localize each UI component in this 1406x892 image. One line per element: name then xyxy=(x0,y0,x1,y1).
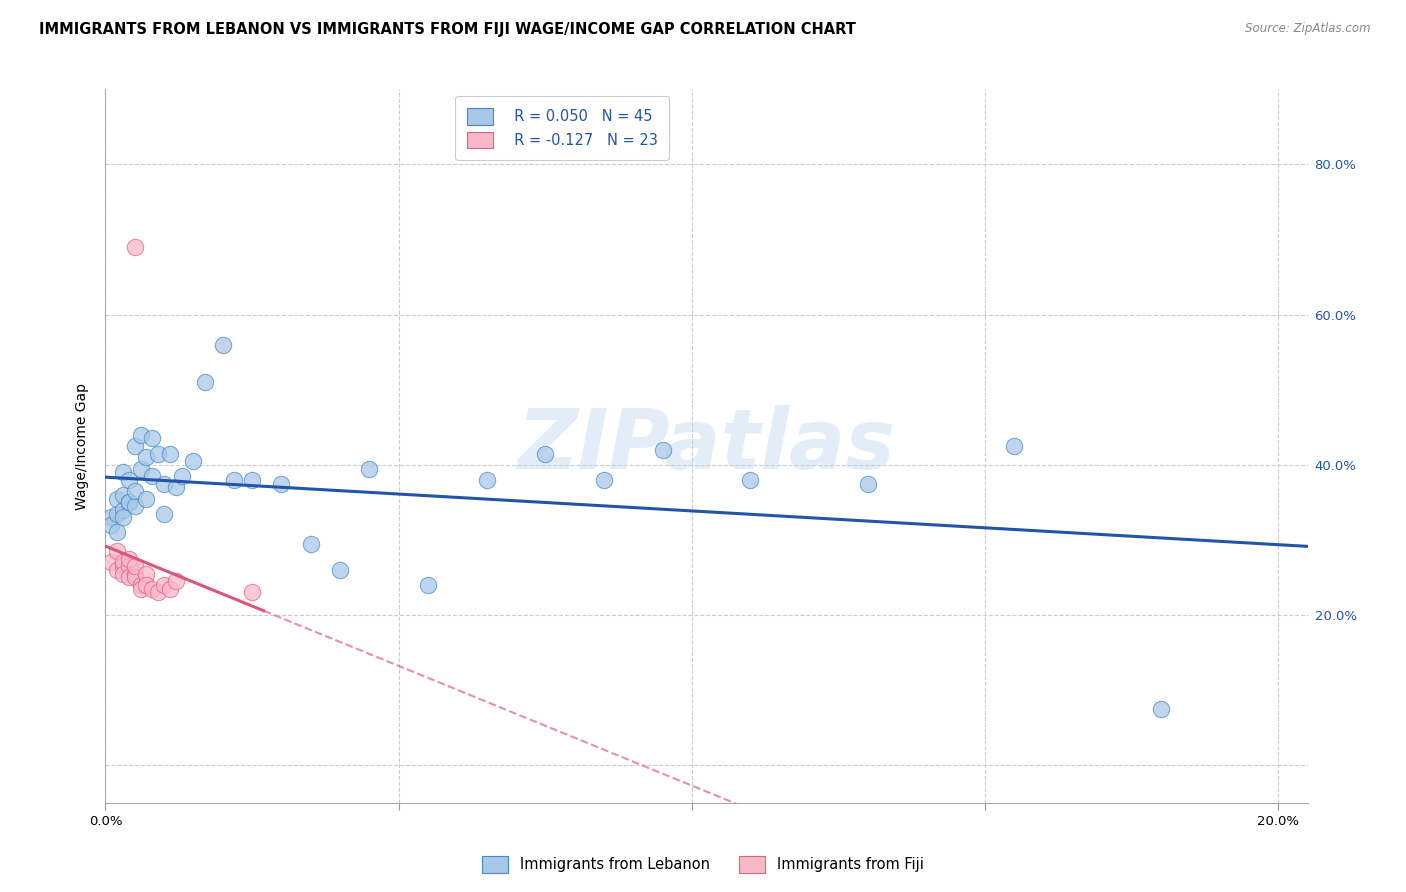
Point xyxy=(135,578,157,592)
Point xyxy=(165,574,187,589)
Point xyxy=(270,476,292,491)
Point xyxy=(112,559,135,574)
Point xyxy=(165,480,187,494)
Point xyxy=(135,491,157,506)
Point xyxy=(359,461,381,475)
Point xyxy=(194,375,217,389)
Point xyxy=(129,582,152,596)
Point xyxy=(112,510,135,524)
Point xyxy=(105,507,128,521)
Point xyxy=(651,442,673,457)
Point xyxy=(240,473,263,487)
Point xyxy=(118,473,141,487)
Point xyxy=(159,582,181,596)
Point xyxy=(141,469,163,483)
Point xyxy=(100,556,122,570)
Point xyxy=(112,503,135,517)
Point xyxy=(856,476,879,491)
Point xyxy=(105,525,128,540)
Point xyxy=(159,446,181,460)
Point xyxy=(211,337,233,351)
Point xyxy=(129,427,152,442)
Point xyxy=(534,446,557,460)
Point xyxy=(118,570,141,584)
Point xyxy=(1150,702,1173,716)
Point xyxy=(183,454,205,468)
Point xyxy=(100,510,122,524)
Point xyxy=(224,473,246,487)
Point xyxy=(118,495,141,509)
Point xyxy=(124,566,146,581)
Y-axis label: Wage/Income Gap: Wage/Income Gap xyxy=(76,383,90,509)
Point xyxy=(135,450,157,465)
Point xyxy=(153,578,176,592)
Point xyxy=(100,517,122,532)
Point xyxy=(124,439,146,453)
Point xyxy=(153,476,176,491)
Point xyxy=(124,499,146,513)
Point xyxy=(118,551,141,566)
Point xyxy=(1002,439,1025,453)
Point xyxy=(129,461,152,475)
Point xyxy=(105,544,128,558)
Point xyxy=(124,559,146,574)
Point xyxy=(593,473,616,487)
Point xyxy=(170,469,193,483)
Point xyxy=(124,484,146,499)
Point xyxy=(141,432,163,446)
Legend:   R = 0.050   N = 45,   R = -0.127   N = 23: R = 0.050 N = 45, R = -0.127 N = 23 xyxy=(456,96,669,160)
Point xyxy=(475,473,498,487)
Text: IMMIGRANTS FROM LEBANON VS IMMIGRANTS FROM FIJI WAGE/INCOME GAP CORRELATION CHAR: IMMIGRANTS FROM LEBANON VS IMMIGRANTS FR… xyxy=(39,22,856,37)
Point xyxy=(118,559,141,574)
Point xyxy=(135,566,157,581)
Point xyxy=(329,563,352,577)
Text: Source: ZipAtlas.com: Source: ZipAtlas.com xyxy=(1246,22,1371,36)
Point xyxy=(299,536,322,550)
Point xyxy=(148,446,170,460)
Point xyxy=(740,473,762,487)
Point xyxy=(240,585,263,599)
Point xyxy=(153,507,176,521)
Point xyxy=(105,491,128,506)
Point xyxy=(148,585,170,599)
Point xyxy=(105,563,128,577)
Point xyxy=(141,582,163,596)
Point xyxy=(118,495,141,509)
Text: ZIPatlas: ZIPatlas xyxy=(517,406,896,486)
Point xyxy=(112,465,135,479)
Point xyxy=(112,488,135,502)
Point xyxy=(416,578,439,592)
Point xyxy=(112,566,135,581)
Point xyxy=(112,556,135,570)
Point xyxy=(124,240,146,254)
Point xyxy=(124,570,146,584)
Point xyxy=(129,578,152,592)
Legend: Immigrants from Lebanon, Immigrants from Fiji: Immigrants from Lebanon, Immigrants from… xyxy=(475,849,931,880)
